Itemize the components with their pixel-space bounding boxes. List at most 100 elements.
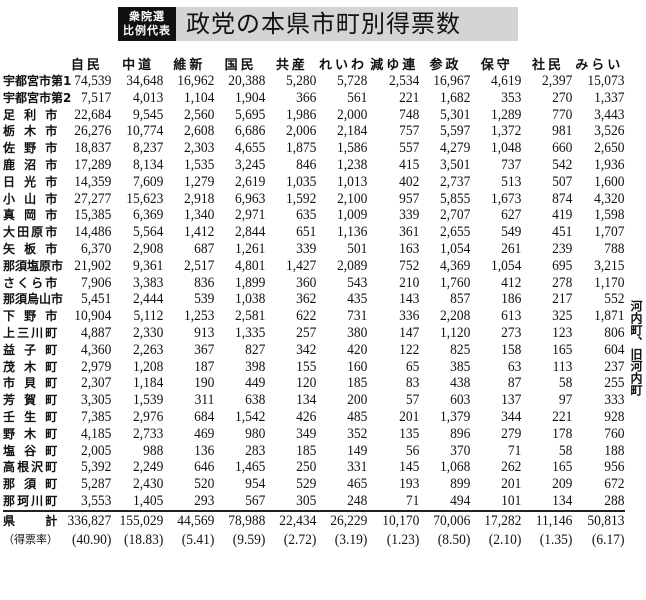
- table-row: 大田原市 14,486 5,564 1,412 2,844 651 1,136 361 2,65…: [3, 224, 625, 241]
- vote-cell: 1,899: [234, 274, 266, 291]
- row-label: （得票率）: [3, 532, 58, 546]
- vote-cell: 469: [193, 425, 215, 442]
- vote-cell: 57: [405, 392, 420, 409]
- column-header: れいわ: [319, 58, 368, 73]
- vote-cell: 2,005: [81, 442, 112, 459]
- row-label: 上三川町: [3, 325, 58, 340]
- vote-cell: 210: [398, 274, 420, 291]
- vote-cell: (1.35): [540, 531, 573, 548]
- vote-cell: 7,609: [132, 173, 163, 190]
- vote-cell: 361: [398, 224, 420, 241]
- vote-cell: 2,089: [337, 257, 368, 274]
- table-row: 真岡市 15,385 6,369 1,340 2,971 635 1,009 339 2,707…: [3, 207, 625, 224]
- vote-cell: 2,619: [234, 173, 266, 190]
- vote-cell: 34,648: [125, 73, 163, 89]
- vote-cell: 4,279: [439, 140, 471, 157]
- vote-cell: 8,134: [132, 156, 163, 173]
- row-label: 那須町: [3, 477, 58, 492]
- vote-cell: 1,009: [337, 207, 368, 224]
- vote-cell: 3,443: [593, 106, 625, 123]
- vote-cell: 827: [245, 341, 266, 358]
- vote-cell: 3,383: [132, 274, 163, 291]
- vote-cell: 26,229: [322, 509, 369, 531]
- table-row: 下野市 10,904 5,112 1,253 2,581 622 731 336 2,208 61…: [3, 308, 625, 325]
- vote-cell: 501: [347, 240, 368, 257]
- vote-cell: (9.59): [232, 531, 266, 548]
- vote-cell: 1,208: [132, 358, 163, 375]
- vote-cell: 293: [193, 492, 215, 509]
- vote-cell: 451: [552, 224, 573, 241]
- vote-cell: 9,361: [132, 257, 163, 274]
- vote-cell: 825: [449, 341, 471, 358]
- vote-cell: 279: [501, 425, 522, 442]
- column-header: みらい: [575, 58, 624, 73]
- vote-cell: 50,813: [578, 509, 625, 531]
- vote-cell: 6,369: [132, 207, 163, 224]
- vote-cell: 336: [398, 308, 420, 325]
- vote-cell: 1,289: [491, 106, 522, 123]
- vote-cell: 687: [193, 240, 215, 257]
- table-row: 日光市 14,359 7,609 1,279 2,619 1,035 1,013 402 2,7…: [3, 174, 625, 191]
- vote-cell: 2,100: [337, 190, 368, 207]
- vote-cell: (5.41): [181, 531, 215, 548]
- vote-cell: 65: [405, 358, 420, 375]
- vote-cell: 1,184: [132, 375, 163, 392]
- vote-cell: 1,104: [183, 89, 215, 106]
- row-label: 矢板市: [3, 241, 58, 256]
- column-header: 保守: [480, 58, 513, 73]
- vote-table: 自民 中道 維新 国民 共産 れいわ 減ゆ連 参政 保守 社民 みらい 宇都宮市第1 74,539 34…: [3, 54, 625, 550]
- vote-cell: 1,707: [593, 224, 625, 241]
- table-row: 宇都宮市第1 74,539 34,648 16,962 20,388 5,280 5,728…: [3, 73, 625, 90]
- row-label: 那須塩原市: [3, 258, 64, 273]
- vote-cell: 1,673: [491, 190, 522, 207]
- vote-cell: 78,988: [220, 509, 267, 531]
- vote-cell: 6,686: [234, 123, 266, 140]
- vote-cell: 398: [245, 358, 266, 375]
- table-row: 鹿沼市 17,289 8,134 1,535 3,245 846 1,238 415 3,501…: [3, 157, 625, 174]
- vote-cell: 7,906: [81, 274, 112, 291]
- vote-cell: 913: [193, 324, 215, 341]
- vote-cell: 988: [142, 442, 163, 459]
- vote-cell: 239: [552, 240, 573, 257]
- vote-cell: 270: [552, 89, 573, 106]
- vote-cell: 237: [603, 358, 625, 375]
- vote-cell: 2,184: [337, 123, 368, 140]
- vote-cell: 209: [552, 476, 573, 493]
- vote-cell: 187: [193, 358, 215, 375]
- vote-cell: 155: [296, 358, 317, 375]
- row-label: 芳賀町: [3, 393, 58, 408]
- vote-cell: 353: [501, 89, 522, 106]
- vote-cell: 1,279: [183, 173, 215, 190]
- vote-cell: 250: [296, 459, 317, 476]
- vote-cell: 513: [501, 173, 522, 190]
- vote-cell: 2,733: [132, 425, 163, 442]
- vote-cell: 770: [552, 106, 573, 123]
- vote-cell: 362: [296, 291, 317, 308]
- vote-cell: 11,146: [527, 509, 574, 531]
- vote-cell: 200: [347, 392, 368, 409]
- vote-cell: 435: [347, 291, 368, 308]
- vote-cell: 5,287: [81, 476, 112, 493]
- vote-cell: 261: [501, 240, 522, 257]
- column-header: 減ゆ連: [370, 58, 419, 73]
- vote-cell: 9,545: [132, 106, 163, 123]
- vote-cell: 660: [552, 140, 573, 157]
- table-row: 芳賀町 3,305 1,539 311 638 134 200 57 603 137 97 333: [3, 392, 625, 409]
- vote-cell: 1,592: [286, 190, 317, 207]
- vote-cell: 165: [552, 459, 573, 476]
- table-row: 小山市 27,277 15,623 2,918 6,963 1,592 2,100 957 5,…: [3, 191, 625, 208]
- vote-cell: 4,185: [81, 425, 112, 442]
- vote-cell: 1,405: [132, 492, 163, 509]
- vote-cell: 339: [398, 207, 420, 224]
- vote-cell: 603: [449, 392, 471, 409]
- table-row: 足利市 22,684 9,545 2,560 5,695 1,986 2,000 748 5,3…: [3, 107, 625, 124]
- column-header: 中道: [122, 58, 155, 73]
- vote-cell: 120: [296, 375, 317, 392]
- vote-cell: 561: [347, 89, 368, 106]
- header-row: 自民 中道 維新 国民 共産 れいわ 減ゆ連 参政 保守 社民 みらい: [3, 54, 625, 73]
- table-row: さくら市 7,906 3,383 836 1,899 360 543 210 1,760 412 2…: [3, 275, 625, 292]
- vote-cell: 651: [296, 224, 317, 241]
- vote-cell: 5,112: [132, 308, 163, 325]
- vote-cell: 980: [245, 425, 266, 442]
- vote-cell: 2,517: [183, 257, 215, 274]
